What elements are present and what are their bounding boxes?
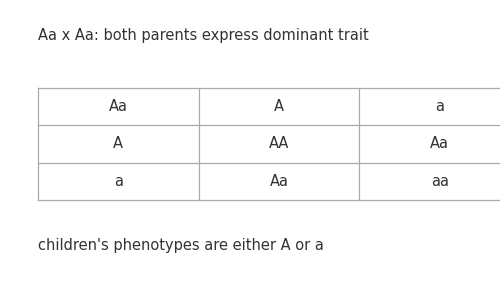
Text: Aa: Aa xyxy=(270,174,288,189)
Text: a: a xyxy=(114,174,123,189)
Text: AA: AA xyxy=(269,137,289,151)
Text: Aa: Aa xyxy=(109,99,128,114)
Text: Aa: Aa xyxy=(430,137,449,151)
Text: A: A xyxy=(114,137,124,151)
Text: aa: aa xyxy=(430,174,448,189)
Text: children's phenotypes are either A or a: children's phenotypes are either A or a xyxy=(38,238,324,253)
Text: A: A xyxy=(274,99,284,114)
Text: Aa x Aa: both parents express dominant trait: Aa x Aa: both parents express dominant t… xyxy=(38,28,369,43)
Text: a: a xyxy=(435,99,444,114)
